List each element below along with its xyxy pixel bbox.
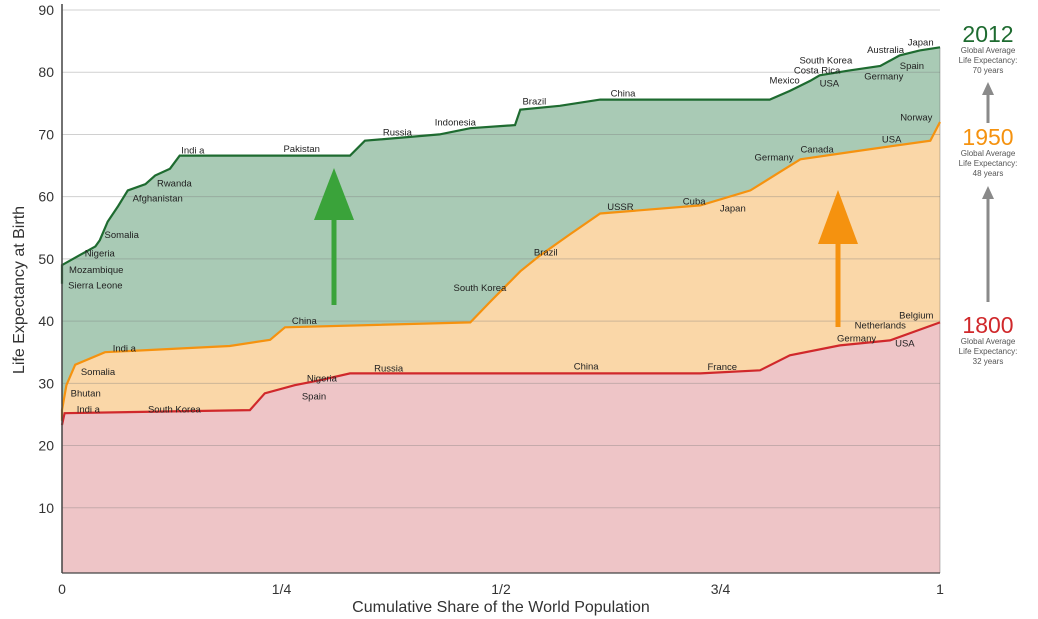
y-tick-label: 10 xyxy=(38,500,54,516)
annotation-label: Indonesia xyxy=(435,118,477,129)
annotation-label: Cuba xyxy=(683,197,706,208)
annotation-label: Indi a xyxy=(181,146,205,157)
annotation-label: Spain xyxy=(302,391,326,402)
legend-caption: Global Average xyxy=(961,149,1016,158)
annotation-label: Germany xyxy=(864,72,903,83)
annotation-label: Russia xyxy=(374,363,404,374)
annotation-label: Sierra Leone xyxy=(68,281,122,292)
axes xyxy=(61,4,940,574)
y-axis-label: Life Expectancy at Birth xyxy=(11,206,28,374)
legend-caption: Life Expectancy: xyxy=(959,347,1018,356)
annotation-label: USSR xyxy=(607,202,634,213)
y-tick-label: 90 xyxy=(38,2,54,18)
tick-labels: 10 20 30 40 50 60 70 80 90 0 1/4 1/2 3/4 1 xyxy=(38,2,944,597)
y-tick-label: 60 xyxy=(38,189,54,205)
y-tick-label: 20 xyxy=(38,438,54,454)
country-annotations: Indi a Pakistan Russia Indonesia Brazil China… xyxy=(68,37,933,415)
annotation-label: Bhutan xyxy=(71,388,101,399)
legend-year-2012: 2012 xyxy=(962,21,1013,47)
annotation-label: Belgium xyxy=(899,311,933,322)
line-1950 xyxy=(60,121,941,421)
line-1800 xyxy=(60,321,941,426)
legend-year-1800: 1800 xyxy=(962,312,1013,338)
annotation-label: China xyxy=(611,88,637,99)
annotation-label: Afghanistan xyxy=(133,194,183,205)
annotation-label: Spain xyxy=(900,61,924,72)
y-tick-label: 50 xyxy=(38,251,54,267)
legend-caption: Global Average xyxy=(961,46,1016,55)
annotation-label: Australia xyxy=(867,45,905,56)
x-tick-label: 1 xyxy=(936,581,944,597)
annotation-label: Norway xyxy=(900,113,932,124)
annotation-label: Canada xyxy=(800,144,834,155)
legend-caption: 32 years xyxy=(973,357,1004,366)
annotation-label: Nigeria xyxy=(307,373,338,384)
annotation-label: Netherlands xyxy=(855,320,906,331)
legend-arrow-icon-upper xyxy=(982,82,994,95)
gridlines xyxy=(62,9,941,573)
annotation-label: USA xyxy=(882,134,902,145)
annotation-label: China xyxy=(292,316,318,327)
y-tick-label: 70 xyxy=(38,126,54,142)
annotation-label: Brazil xyxy=(522,96,546,107)
annotation-label: Germany xyxy=(837,334,876,345)
legend-caption: Life Expectancy: xyxy=(959,159,1018,168)
x-tick-label: 3/4 xyxy=(711,581,731,597)
legend-caption: 48 years xyxy=(973,169,1004,178)
change-arrows xyxy=(314,168,858,327)
green-up-arrow-icon xyxy=(314,168,354,220)
y-tick-label: 80 xyxy=(38,64,54,80)
legend-caption: Global Average xyxy=(961,337,1016,346)
annotation-label: Germany xyxy=(755,152,794,163)
y-tick-label: 30 xyxy=(38,375,54,391)
y-tick-label: 40 xyxy=(38,313,54,329)
annotation-label: Somalia xyxy=(81,367,116,378)
area-1800 xyxy=(62,322,940,573)
x-tick-label: 1/2 xyxy=(491,581,511,597)
line-2012 xyxy=(60,46,941,284)
annotation-label: Mexico xyxy=(770,75,800,86)
annotation-label: China xyxy=(574,362,600,373)
annotation-label: South Korea xyxy=(454,283,508,294)
annotation-label: Nigeria xyxy=(85,248,116,259)
legend-arrow-icon-lower xyxy=(982,186,994,199)
annotation-label: South Korea xyxy=(148,404,202,415)
x-tick-label: 0 xyxy=(58,581,66,597)
annotation-label: Rwanda xyxy=(157,179,193,190)
annotation-label: Brazil xyxy=(534,248,558,259)
annotation-label: Mozambique xyxy=(69,265,123,276)
annotation-label: Somalia xyxy=(105,230,140,241)
series-lines xyxy=(60,46,941,426)
annotation-label: France xyxy=(707,362,737,373)
legend-year-1950: 1950 xyxy=(962,124,1013,150)
series-areas xyxy=(62,47,940,574)
annotation-label: Indi a xyxy=(77,404,101,415)
x-axis-label: Cumulative Share of the World Population xyxy=(352,599,650,616)
x-tick-label: 1/4 xyxy=(272,581,292,597)
annotation-label: Japan xyxy=(908,37,934,48)
annotation-label: Russia xyxy=(383,128,413,139)
orange-up-arrow-icon xyxy=(818,190,858,244)
annotation-label: Pakistan xyxy=(283,144,319,155)
legend-caption: 70 years xyxy=(973,66,1004,75)
annotation-label: Indi a xyxy=(113,343,137,354)
annotation-label: USA xyxy=(820,78,840,89)
annotation-label: USA xyxy=(895,339,915,350)
legend-caption: Life Expectancy: xyxy=(959,56,1018,65)
annotation-label: South Korea xyxy=(799,55,853,66)
annotation-label: Costa Rica xyxy=(794,65,841,76)
annotation-label: Japan xyxy=(720,203,746,214)
